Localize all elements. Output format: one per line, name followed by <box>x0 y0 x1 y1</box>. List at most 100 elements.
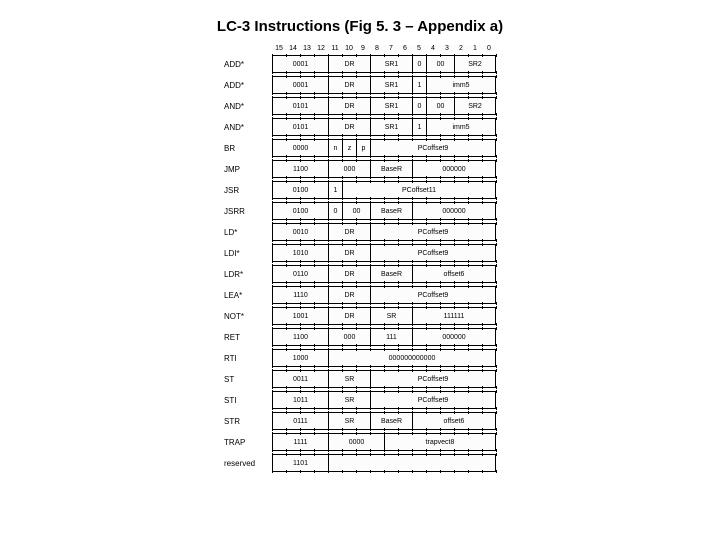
field: BaseR <box>370 202 412 220</box>
field: offset6 <box>412 412 496 430</box>
bit-label: 3 <box>440 45 454 52</box>
field: 000 <box>328 160 370 178</box>
field: 1101 <box>272 454 328 472</box>
field: PCoffset9 <box>370 139 496 157</box>
field: DR <box>328 307 370 325</box>
field: BaseR <box>370 412 412 430</box>
field: 111111 <box>412 307 496 325</box>
instruction-row: TRAP11110000trapvect8 <box>224 432 496 452</box>
bit-label: 4 <box>426 45 440 52</box>
instruction-row: JSRR0100000BaseR000000 <box>224 201 496 221</box>
instruction-row: STI1011SRPCoffset9 <box>224 390 496 410</box>
mnemonic-label: STR <box>224 417 272 426</box>
mnemonic-label: AND* <box>224 123 272 132</box>
mnemonic-label: TRAP <box>224 438 272 447</box>
page-title: LC-3 Instructions (Fig 5. 3 – Appendix a… <box>0 0 720 45</box>
bit-label: 15 <box>272 45 286 52</box>
field: z <box>342 139 356 157</box>
field: SR1 <box>370 118 412 136</box>
field: 1010 <box>272 244 328 262</box>
field: SR <box>328 391 370 409</box>
field: 1111 <box>272 433 328 451</box>
instruction-fields: 0010DRPCoffset9 <box>272 223 496 241</box>
field: 0101 <box>272 118 328 136</box>
mnemonic-label: LDI* <box>224 249 272 258</box>
field: SR1 <box>370 76 412 94</box>
field: 0010 <box>272 223 328 241</box>
field: SR <box>328 412 370 430</box>
field: 000000 <box>412 160 496 178</box>
instruction-row: ADD*0001DRSR1000SR2 <box>224 54 496 74</box>
field: DR <box>328 265 370 283</box>
field: SR2 <box>454 55 496 73</box>
instruction-row: NOT*1001DRSR111111 <box>224 306 496 326</box>
field: 000 <box>328 328 370 346</box>
field: 1 <box>412 118 426 136</box>
field: 00 <box>426 97 454 115</box>
instruction-row: JMP1100000BaseR000000 <box>224 159 496 179</box>
field: DR <box>328 286 370 304</box>
field: BaseR <box>370 160 412 178</box>
field: SR <box>328 370 370 388</box>
field: 1 <box>412 76 426 94</box>
bit-label: 7 <box>384 45 398 52</box>
instruction-fields: 11110000trapvect8 <box>272 433 496 451</box>
mnemonic-label: JMP <box>224 165 272 174</box>
bit-label: 11 <box>328 45 342 52</box>
field: 00 <box>342 202 370 220</box>
field: 1100 <box>272 328 328 346</box>
field: 0000 <box>328 433 384 451</box>
bit-label: 13 <box>300 45 314 52</box>
bit-label: 0 <box>482 45 496 52</box>
mnemonic-label: NOT* <box>224 312 272 321</box>
field: DR <box>328 118 370 136</box>
instruction-row: JSR01001PCoffset11 <box>224 180 496 200</box>
bit-label: 10 <box>342 45 356 52</box>
field: DR <box>328 97 370 115</box>
instruction-row: STR0111SRBaseRoffset6 <box>224 411 496 431</box>
mnemonic-label: reserved <box>224 459 272 468</box>
mnemonic-label: BR <box>224 144 272 153</box>
instruction-fields: 0110DRBaseRoffset6 <box>272 265 496 283</box>
instruction-fields: 0011SRPCoffset9 <box>272 370 496 388</box>
instruction-row: RET1100000111000000 <box>224 327 496 347</box>
bit-label: 8 <box>370 45 384 52</box>
instruction-fields: 1100000111000000 <box>272 328 496 346</box>
field: DR <box>328 76 370 94</box>
mnemonic-label: JSR <box>224 186 272 195</box>
instruction-fields: 1110DRPCoffset9 <box>272 286 496 304</box>
field: 000000000000 <box>328 349 496 367</box>
field: DR <box>328 223 370 241</box>
instruction-row: ADD*0001DRSR11imm5 <box>224 75 496 95</box>
field: 1110 <box>272 286 328 304</box>
field: offset6 <box>412 265 496 283</box>
field: PCoffset11 <box>342 181 496 199</box>
bit-label: 12 <box>314 45 328 52</box>
field: 0110 <box>272 265 328 283</box>
field: 000000 <box>412 328 496 346</box>
mnemonic-label: JSRR <box>224 207 272 216</box>
instruction-row: reserved1101 <box>224 453 496 473</box>
instruction-fields: 0101DRSR1000SR2 <box>272 97 496 115</box>
mnemonic-label: AND* <box>224 102 272 111</box>
field: 00 <box>426 55 454 73</box>
instruction-row: LDR*0110DRBaseRoffset6 <box>224 264 496 284</box>
field: n <box>328 139 342 157</box>
field: PCoffset9 <box>370 244 496 262</box>
instruction-fields: 1011SRPCoffset9 <box>272 391 496 409</box>
bit-header: 1514131211109876543210 <box>272 45 496 52</box>
field: PCoffset9 <box>370 286 496 304</box>
instruction-fields: 0001DRSR1000SR2 <box>272 55 496 73</box>
instruction-fields: 0000nzpPCoffset9 <box>272 139 496 157</box>
field: PCoffset9 <box>370 370 496 388</box>
field: PCoffset9 <box>370 223 496 241</box>
instruction-fields: 0111SRBaseRoffset6 <box>272 412 496 430</box>
field: 0101 <box>272 97 328 115</box>
field: 0 <box>412 97 426 115</box>
instruction-fields: 01001PCoffset11 <box>272 181 496 199</box>
mnemonic-label: STI <box>224 396 272 405</box>
mnemonic-label: RET <box>224 333 272 342</box>
mnemonic-label: ADD* <box>224 60 272 69</box>
instruction-fields: 0001DRSR11imm5 <box>272 76 496 94</box>
instruction-fields: 0100000BaseR000000 <box>272 202 496 220</box>
